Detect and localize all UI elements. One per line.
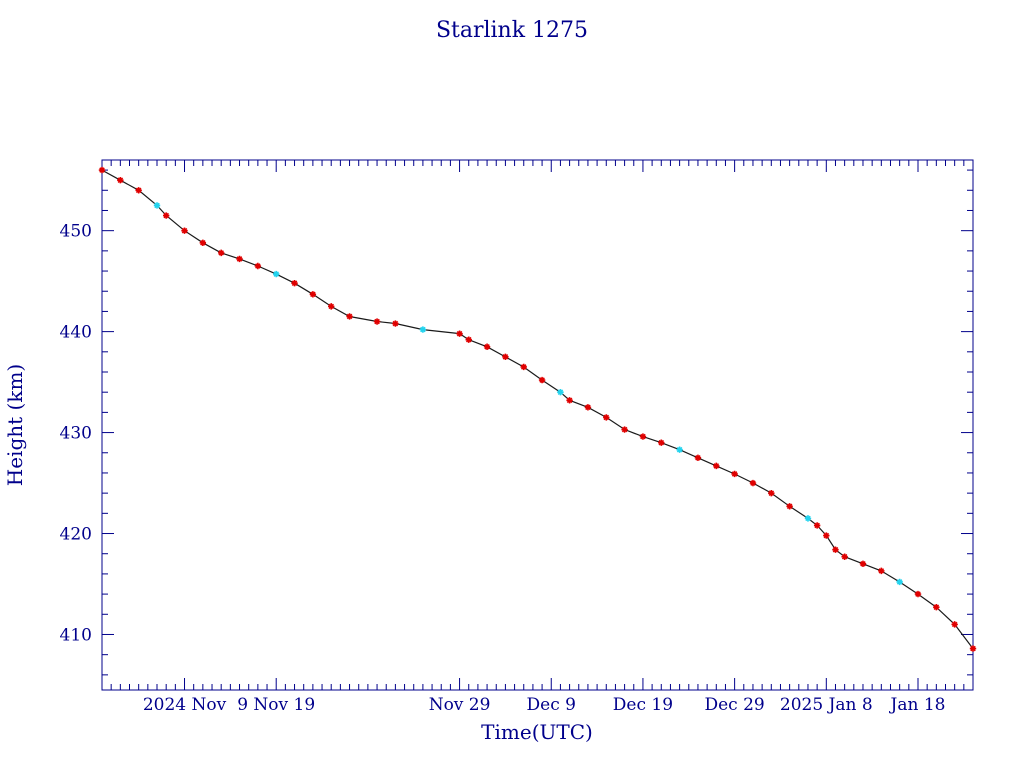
data-point-marker xyxy=(658,439,665,446)
y-tick-label: 440 xyxy=(60,323,92,343)
x-tick-label: Jan 18 xyxy=(889,695,946,715)
x-tick-label: Dec 29 xyxy=(704,695,764,715)
data-point-marker xyxy=(346,313,353,320)
data-point-marker xyxy=(823,532,830,539)
plot-area: 410 420 430 440 450 2024 Nov 9 Nov 19 Nov 29 Dec… xyxy=(60,159,977,715)
data-point-marker xyxy=(914,590,922,598)
y-axis-label: Height (km) xyxy=(3,364,27,486)
data-point-marker xyxy=(328,303,335,310)
data-point-marker xyxy=(859,560,867,568)
data-point-marker xyxy=(566,397,573,404)
data-point-marker xyxy=(841,553,848,560)
data-point-marker xyxy=(832,546,839,553)
y-tick-label: 420 xyxy=(60,525,92,545)
data-point-marker xyxy=(483,343,491,350)
data-point-marker xyxy=(217,249,225,257)
x-tick-label: 2024 Nov xyxy=(143,695,227,715)
data-point-marker xyxy=(502,353,509,361)
data-point-marker xyxy=(181,227,188,234)
data-point-marker xyxy=(236,255,243,263)
data-point-marker xyxy=(969,645,977,652)
x-tick-label: Dec 19 xyxy=(613,695,673,715)
data-point-marker xyxy=(694,454,702,462)
data-point-marker xyxy=(135,187,142,194)
data-point-marker xyxy=(199,239,207,246)
data-point-marker xyxy=(933,604,940,611)
data-point-marker xyxy=(713,462,720,470)
data-point-marker xyxy=(768,489,775,497)
plot-frame xyxy=(101,159,974,691)
data-point-marker xyxy=(639,433,647,440)
data-point-marker xyxy=(392,320,399,327)
data-point-marker xyxy=(951,621,958,628)
y-tick-label: 430 xyxy=(60,424,92,444)
data-point-marker xyxy=(804,515,812,522)
data-point-marker xyxy=(878,567,885,575)
x-tick-label: 9 Nov 19 xyxy=(237,695,315,715)
data-point-marker xyxy=(456,330,463,337)
height-series-line xyxy=(101,169,974,649)
data-point-marker xyxy=(419,326,427,333)
x-tick-label: 2025 Jan 8 xyxy=(780,695,873,715)
data-point-marker xyxy=(731,470,738,478)
data-point-marker xyxy=(373,318,381,325)
chart-title: Starlink 1275 xyxy=(436,18,588,43)
y-tick-label: 410 xyxy=(60,625,92,645)
data-point-marker xyxy=(603,414,610,421)
x-tick-label: Nov 29 xyxy=(429,695,491,715)
data-point-marker xyxy=(254,262,262,270)
data-point-marker xyxy=(309,291,317,298)
data-point-marker xyxy=(786,503,793,510)
data-point-marker xyxy=(162,212,170,219)
y-tick-label: 450 xyxy=(60,222,92,242)
data-point-marker xyxy=(557,388,564,396)
data-point-marker xyxy=(465,336,472,343)
data-point-marker xyxy=(621,426,628,433)
data-point-marker xyxy=(520,363,527,371)
data-point-marker xyxy=(273,270,280,278)
data-point-marker xyxy=(749,479,757,487)
data-point-marker xyxy=(538,376,546,384)
x-axis-label: Time(UTC) xyxy=(481,720,593,744)
data-point-marker xyxy=(98,166,106,174)
data-point-marker xyxy=(676,446,683,453)
data-point-marker xyxy=(291,279,298,287)
x-tick-label: Dec 9 xyxy=(527,695,576,715)
data-point-marker xyxy=(584,404,592,411)
data-point-marker xyxy=(153,202,161,209)
data-point-marker xyxy=(117,176,124,184)
data-point-marker xyxy=(813,522,821,529)
data-point-marker xyxy=(896,578,903,586)
